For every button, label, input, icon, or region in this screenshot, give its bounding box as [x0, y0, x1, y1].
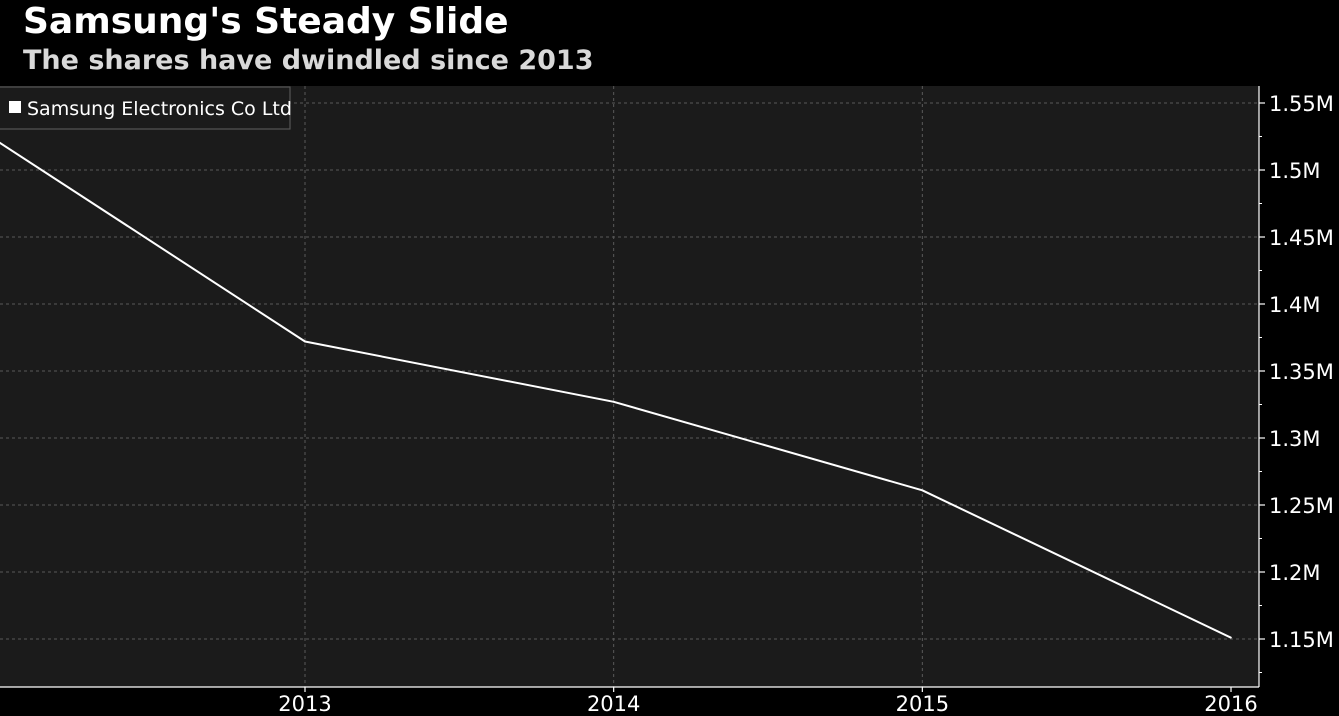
x-tick-label: 2016: [1204, 692, 1257, 716]
axis-label-background: [1259, 86, 1339, 716]
y-tick-label: 1.25M: [1269, 494, 1334, 518]
y-tick-label: 1.15M: [1269, 628, 1334, 652]
plot-background: [0, 86, 1259, 687]
y-tick-label: 1.2M: [1269, 561, 1321, 585]
chart-title: Samsung's Steady Slide: [23, 1, 509, 42]
axes: [0, 86, 1265, 692]
x-tick-label: 2014: [587, 692, 640, 716]
tick-labels: 1.15M 1.2M 1.25M 1.3M 1.35M 1.4M 1.45M 1.5M 1.55…: [278, 92, 1334, 716]
legend: Samsung Electronics Co Ltd: [0, 86, 292, 130]
data-point: [304, 340, 306, 343]
data-point: [921, 489, 924, 492]
x-tick-label: 2013: [278, 692, 331, 716]
chart-header: Samsung's Steady Slide The shares have d…: [0, 0, 1339, 86]
y-tick-label: 1.45M: [1269, 226, 1334, 250]
x-axis-label-background: [0, 687, 1339, 716]
x-tick-label: 2015: [896, 692, 949, 716]
y-tick-label: 1.3M: [1269, 427, 1321, 451]
y-tick-label: 1.35M: [1269, 360, 1334, 384]
y-tick-label: 1.5M: [1269, 159, 1321, 183]
gridlines: [0, 86, 1259, 687]
data-point: [1230, 636, 1232, 639]
legend-swatch: [9, 101, 21, 113]
legend-box: [0, 86, 291, 130]
chart-subtitle: The shares have dwindled since 2013: [23, 45, 594, 76]
y-tick-label: 1.55M: [1269, 92, 1334, 116]
legend-label: Samsung Electronics Co Ltd: [27, 98, 292, 120]
series-group: [0, 141, 1232, 639]
data-point: [612, 401, 615, 403]
y-tick-label: 1.4M: [1269, 293, 1321, 317]
